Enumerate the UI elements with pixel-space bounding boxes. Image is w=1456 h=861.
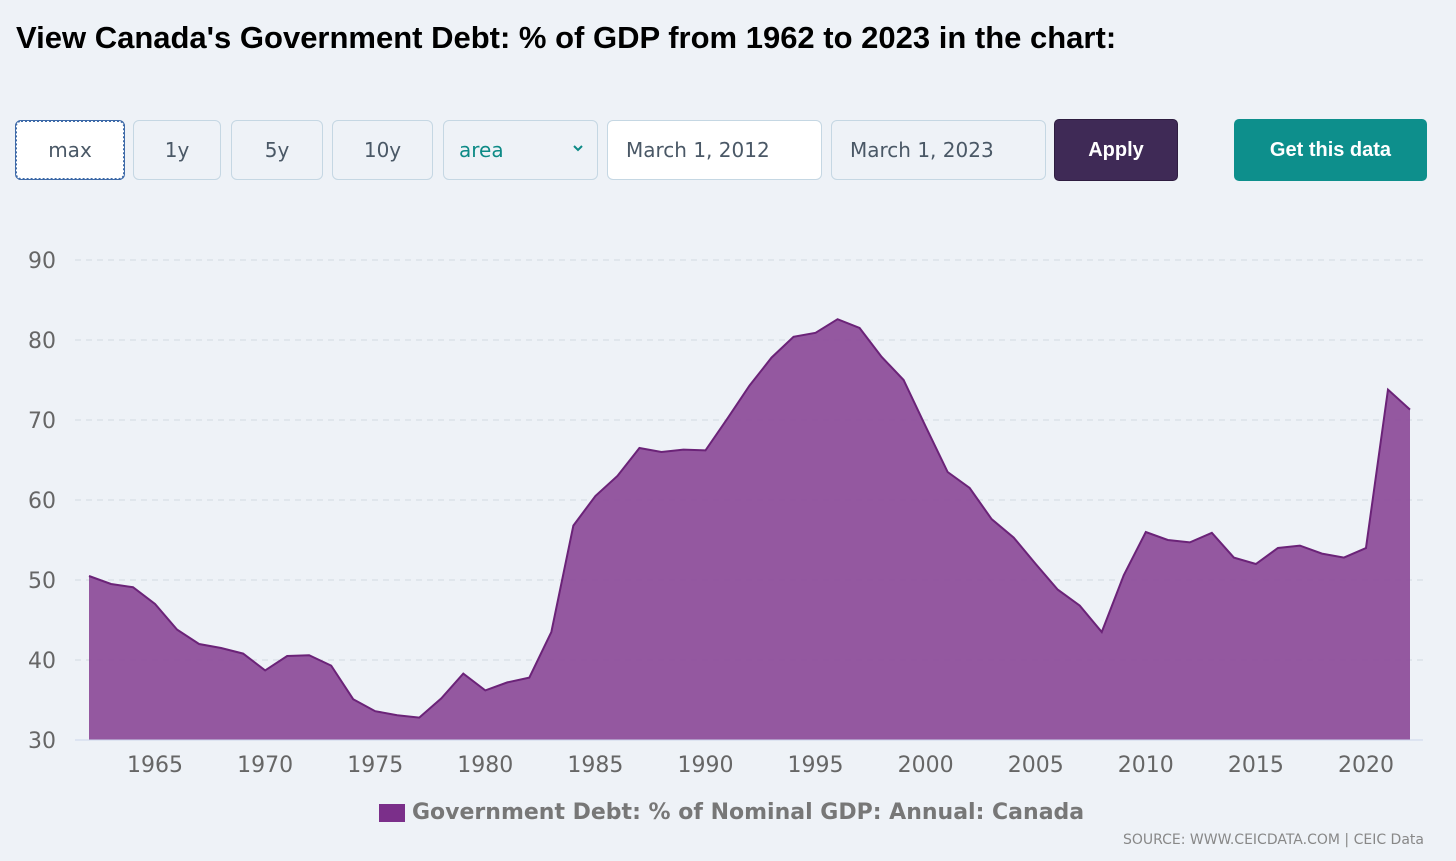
data-point-1972	[308, 654, 310, 656]
get-data-button[interactable]: Get this data	[1234, 119, 1427, 181]
x-tick-label-1980: 1980	[457, 753, 513, 778]
data-point-2009	[1123, 574, 1125, 576]
data-point-1984	[572, 525, 574, 527]
x-tick-label-2020: 2020	[1338, 753, 1394, 778]
data-point-1965	[154, 603, 156, 605]
chart-type-select[interactable]: area	[443, 120, 598, 180]
data-point-2010	[1145, 531, 1147, 533]
data-point-1980	[484, 689, 486, 691]
data-point-1995	[815, 332, 817, 334]
page-title: View Canada's Government Debt: % of GDP …	[16, 20, 1117, 55]
x-tick-label-1985: 1985	[567, 753, 623, 778]
y-tick-label-80: 80	[28, 329, 56, 354]
data-point-2007	[1079, 605, 1081, 607]
data-point-2012	[1189, 541, 1191, 543]
data-point-1977	[418, 717, 420, 719]
data-point-1966	[176, 629, 178, 631]
data-point-1968	[220, 647, 222, 649]
data-point-1987	[638, 447, 640, 449]
x-tick-label-1975: 1975	[347, 753, 403, 778]
x-tick-label-2000: 2000	[898, 753, 954, 778]
data-point-2005	[1035, 563, 1037, 565]
y-tick-label-30: 30	[28, 729, 56, 754]
data-point-1975	[374, 710, 376, 712]
data-point-1978	[440, 697, 442, 699]
data-point-1970	[264, 669, 266, 671]
data-point-1990	[704, 449, 706, 451]
x-tick-label-1965: 1965	[127, 753, 183, 778]
data-point-1991	[726, 417, 728, 419]
data-point-1983	[550, 631, 552, 633]
range-5y-button[interactable]: 5y	[231, 120, 323, 180]
data-point-2022	[1409, 409, 1411, 411]
series-area	[89, 319, 1410, 740]
data-point-1994	[793, 336, 795, 338]
data-point-2014	[1233, 557, 1235, 559]
data-point-2021	[1387, 389, 1389, 391]
chevron-down-icon	[573, 145, 583, 152]
data-point-1996	[837, 318, 839, 320]
data-point-2000	[925, 425, 927, 427]
y-tick-label-90: 90	[28, 249, 56, 274]
data-point-1985	[594, 495, 596, 497]
x-tick-label-1990: 1990	[677, 753, 733, 778]
range-10y-button[interactable]: 10y	[332, 120, 433, 180]
data-point-1982	[528, 677, 530, 679]
y-tick-label-70: 70	[28, 409, 56, 434]
y-tick-label-50: 50	[28, 569, 56, 594]
data-point-1967	[198, 643, 200, 645]
data-point-2013	[1211, 532, 1213, 534]
data-point-2011	[1167, 539, 1169, 541]
data-point-1963	[110, 583, 112, 585]
data-point-1964	[132, 586, 134, 588]
range-1y-button[interactable]: 1y	[133, 120, 221, 180]
data-point-2002	[969, 487, 971, 489]
data-point-2006	[1057, 589, 1059, 591]
x-tick-label-2005: 2005	[1008, 753, 1064, 778]
data-point-2001	[947, 471, 949, 473]
data-point-2019	[1343, 557, 1345, 559]
data-point-2020	[1365, 547, 1367, 549]
data-point-1962	[88, 575, 90, 577]
data-point-2018	[1321, 553, 1323, 555]
data-point-1971	[286, 655, 288, 657]
data-point-1973	[330, 665, 332, 667]
data-point-1988	[660, 451, 662, 453]
data-point-2015	[1255, 563, 1257, 565]
source-credit: SOURCE: WWW.CEICDATA.COM | CEIC Data	[1122, 832, 1424, 848]
x-tick-label-2010: 2010	[1118, 753, 1174, 778]
data-point-2003	[991, 518, 993, 520]
chart-legend[interactable]: Government Debt: % of Nominal GDP: Annua…	[379, 800, 1084, 825]
series-line	[88, 318, 1411, 719]
data-point-1999	[903, 379, 905, 381]
y-tick-label-40: 40	[28, 649, 56, 674]
x-tick-label-2015: 2015	[1228, 753, 1284, 778]
data-point-1981	[506, 681, 508, 683]
data-point-1993	[771, 357, 773, 359]
chart-type-value: area	[459, 138, 504, 162]
end-date-input[interactable]: March 1, 2023	[831, 120, 1046, 180]
legend-label: Government Debt: % of Nominal GDP: Annua…	[412, 800, 1085, 825]
data-point-1974	[352, 698, 354, 700]
x-tick-label-1995: 1995	[788, 753, 844, 778]
start-date-input[interactable]: March 1, 2012	[607, 120, 822, 180]
data-point-2008	[1101, 631, 1103, 633]
data-point-1998	[881, 356, 883, 358]
data-point-1986	[616, 475, 618, 477]
range-max-button[interactable]: max	[15, 120, 125, 180]
data-point-2004	[1013, 537, 1015, 539]
data-point-1989	[682, 449, 684, 451]
apply-button[interactable]: Apply	[1054, 119, 1178, 181]
x-tick-label-1970: 1970	[237, 753, 293, 778]
area-chart: 30 40 50 60 70 80 90 1965 1970 1975 1980 1985 1990 19…	[28, 249, 1423, 778]
data-point-1976	[396, 714, 398, 716]
data-point-2016	[1277, 547, 1279, 549]
data-point-1979	[462, 673, 464, 675]
y-tick-label-60: 60	[28, 489, 56, 514]
data-point-1969	[242, 653, 244, 655]
data-point-1992	[749, 385, 751, 387]
data-point-2017	[1299, 545, 1301, 547]
data-point-1997	[859, 327, 861, 329]
legend-swatch	[379, 803, 405, 822]
